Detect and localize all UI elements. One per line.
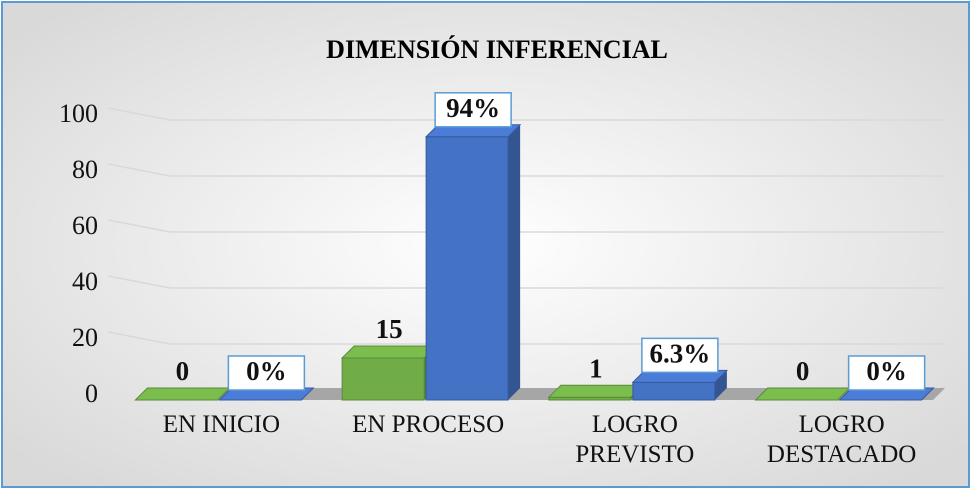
- bar-front: [341, 357, 425, 401]
- data-label-box: [227, 355, 306, 391]
- bar-top: [547, 384, 645, 398]
- bar: [547, 384, 645, 401]
- x-tick-label: LOGRO PREVISTO: [575, 411, 695, 468]
- x-tick-label: EN PROCESO: [352, 411, 505, 438]
- bar: [134, 387, 231, 401]
- x-tick-label: LOGRO DESTACADO: [766, 411, 917, 468]
- y-tick-label: 100: [59, 99, 98, 128]
- data-label-box: [847, 355, 926, 391]
- bar: [424, 124, 522, 401]
- grid-line: [107, 163, 945, 177]
- bar-top: [340, 345, 438, 359]
- data-label: 15: [376, 314, 403, 344]
- bar-top: [754, 387, 851, 401]
- data-label: 6.3%: [650, 339, 711, 369]
- data-label: 94%: [446, 93, 500, 123]
- data-label: 0: [176, 356, 190, 386]
- x-tick-label: EN INICIO: [162, 411, 281, 438]
- chart-title: DIMENSIÓN INFERENCIAL: [326, 35, 668, 64]
- grid-line: [107, 219, 945, 233]
- y-tick-label: 40: [72, 267, 98, 296]
- data-label-box: [434, 92, 512, 128]
- grid-line: [107, 107, 945, 121]
- bar-front: [425, 136, 509, 401]
- bar: [340, 345, 438, 401]
- y-tick-label: 60: [72, 211, 98, 240]
- bar-front: [632, 381, 716, 401]
- data-label: 1: [589, 353, 603, 383]
- bar: [754, 387, 851, 401]
- bar-top: [134, 387, 231, 401]
- bar-side: [714, 370, 727, 400]
- data-label: 0%: [866, 356, 907, 386]
- y-tick-label: 80: [72, 155, 98, 184]
- data-label: 0: [796, 356, 810, 386]
- bar: [631, 369, 729, 401]
- data-label-box: [641, 337, 719, 374]
- data-label: 0%: [246, 356, 287, 386]
- y-tick-label: 0: [85, 379, 98, 408]
- y-tick-label: 20: [72, 323, 98, 352]
- grid-line: [107, 275, 945, 289]
- bar-side: [508, 124, 521, 401]
